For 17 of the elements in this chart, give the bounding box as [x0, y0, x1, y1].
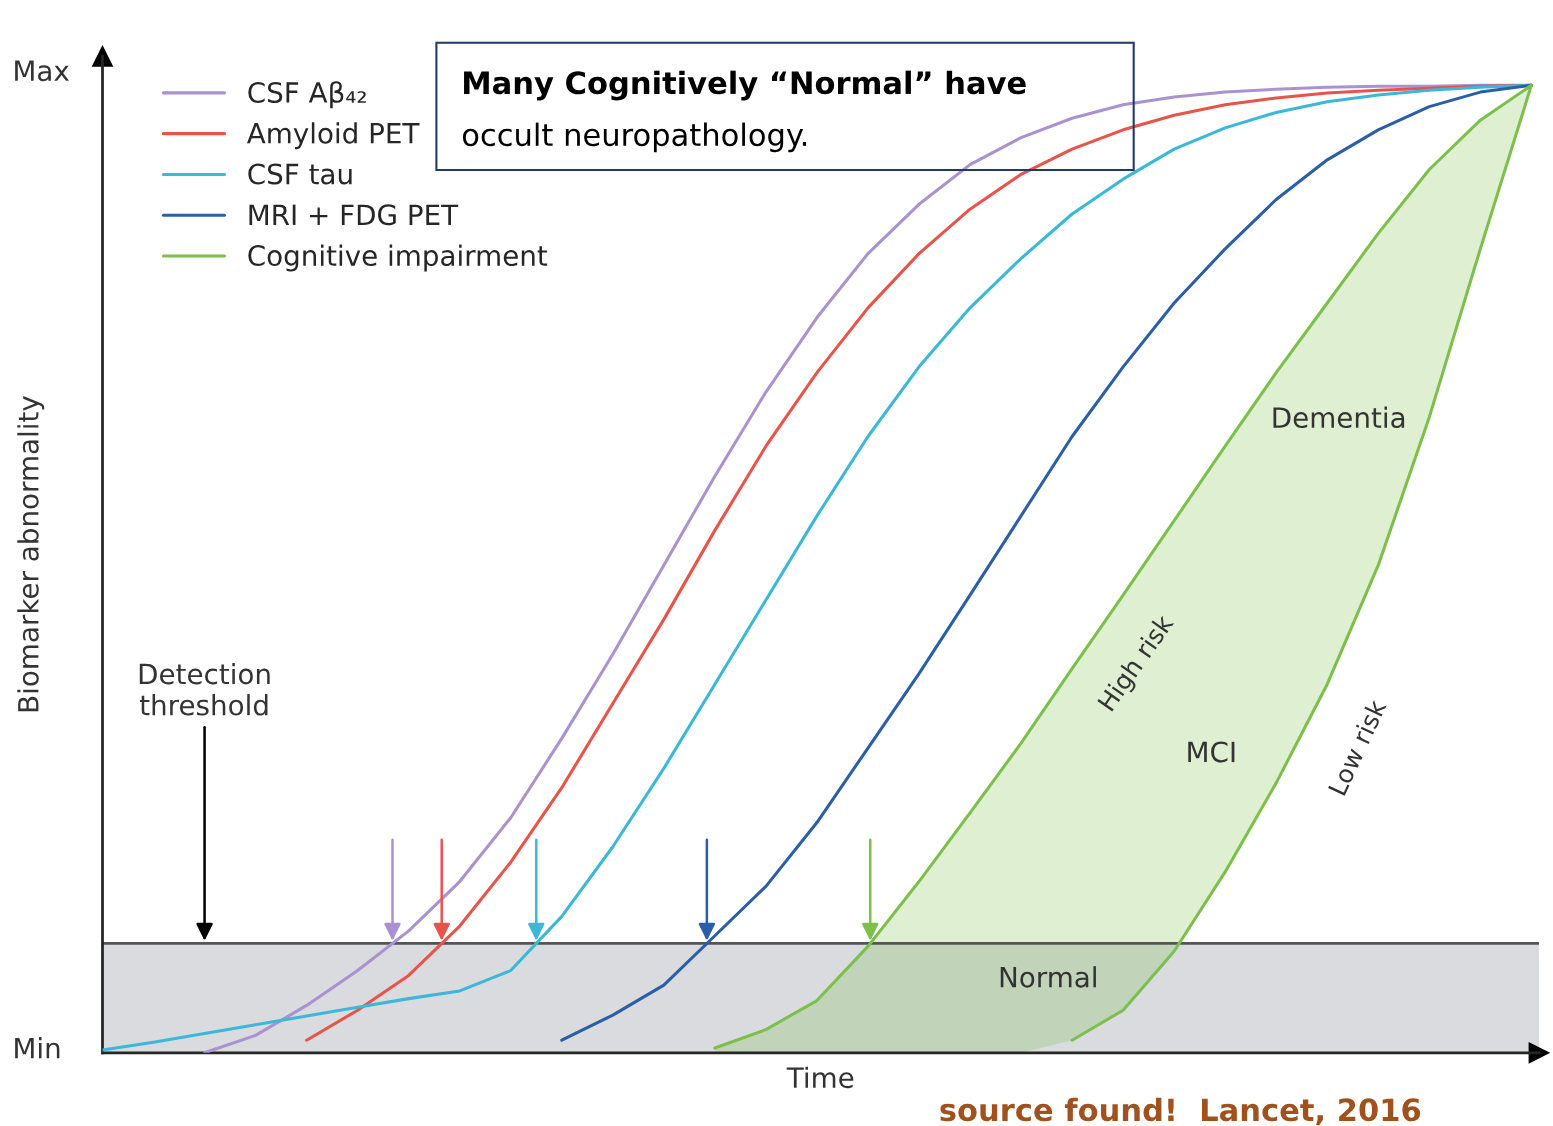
legend-label: Cognitive impairment [248, 244, 548, 272]
annotation: occult neuropathology. [462, 122, 807, 153]
text: Max [15, 60, 69, 82]
annotation: Dementia [1273, 406, 1405, 429]
annotation: Many Cognitively “Normal” have [464, 70, 1026, 101]
ref-line-label: Detection threshold [139, 662, 270, 716]
text: Min [15, 1037, 60, 1059]
legend-label: Amyloid PET [246, 122, 420, 150]
source-note: source found! Lancet, 2016 [940, 1097, 1421, 1126]
legend-label: MRI + FDG PET [249, 204, 459, 226]
y-axis-title: Biomarker abnormality [17, 396, 45, 712]
x-axis-title: Time [786, 1066, 854, 1089]
annotation: Low risk [1327, 697, 1387, 796]
legend-label: CSF Aβ₄₂ [248, 81, 366, 109]
annotation: MCI [1188, 741, 1235, 763]
annotation: Normal [1000, 966, 1096, 988]
legend-label: CSF tau [248, 163, 352, 185]
